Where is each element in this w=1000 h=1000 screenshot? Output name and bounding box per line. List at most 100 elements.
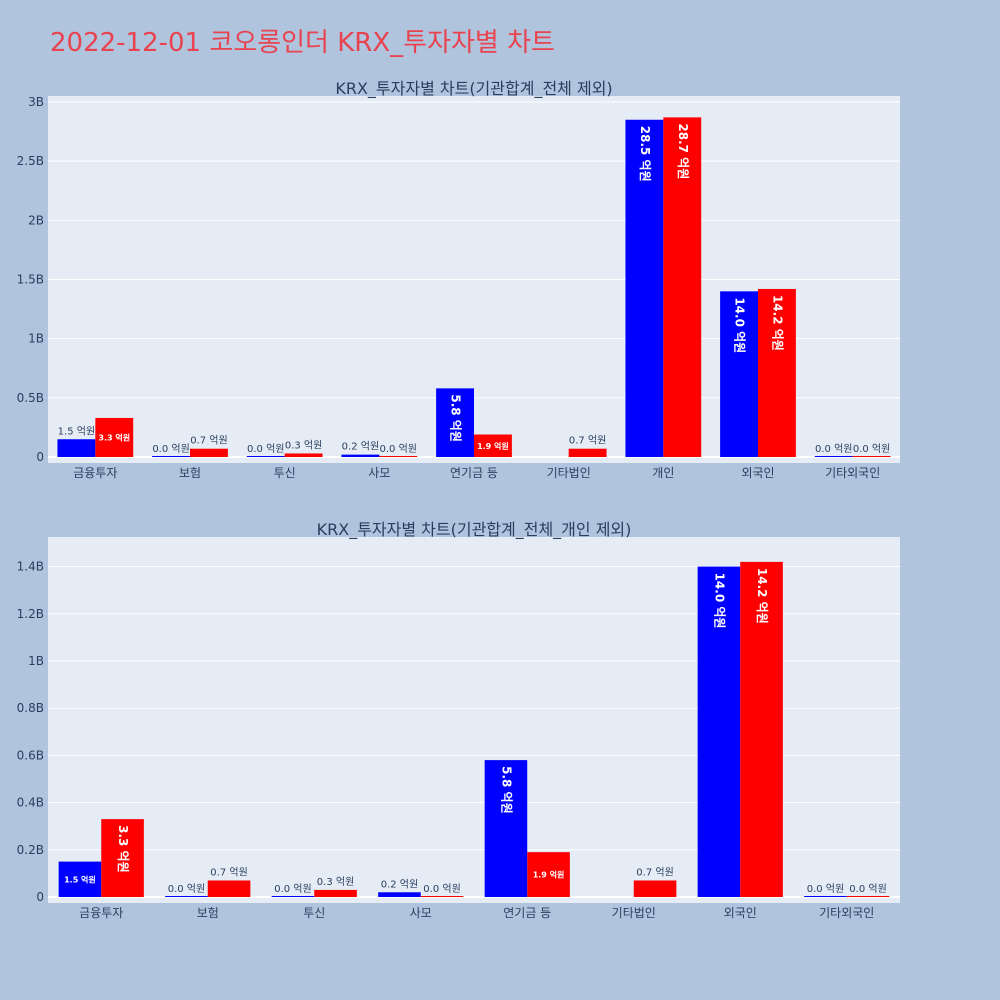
data-label: 14.2 억원 bbox=[755, 568, 769, 624]
bar bbox=[152, 456, 190, 457]
bar bbox=[420, 896, 464, 897]
chart-title: KRX_투자자별 차트(기관합계_전체 제외) bbox=[335, 79, 612, 99]
bar bbox=[207, 880, 251, 897]
y-tick-label: 3B bbox=[28, 95, 44, 109]
y-tick-label: 0.6B bbox=[17, 748, 44, 762]
bar bbox=[527, 852, 570, 897]
bar bbox=[95, 417, 134, 457]
bar bbox=[379, 456, 418, 457]
data-label: 0.7 억원 bbox=[636, 866, 673, 878]
bar bbox=[846, 896, 890, 897]
bar bbox=[484, 760, 528, 897]
y-tick-label: 1.5B bbox=[17, 273, 44, 287]
bar bbox=[165, 896, 208, 897]
data-label: 0.7 억원 bbox=[190, 435, 227, 447]
data-label: 0.0 억원 bbox=[423, 883, 460, 895]
bar bbox=[474, 434, 512, 457]
bar bbox=[57, 439, 96, 457]
data-label: 5.8 억원 bbox=[499, 766, 513, 814]
page-title: 2022-12-01 코오롱인더 KRX_투자자별 차트 bbox=[50, 28, 555, 58]
data-label: 1.5 억원 bbox=[58, 425, 95, 437]
y-tick-label: 1B bbox=[28, 654, 44, 668]
y-tick-label: 1B bbox=[28, 332, 44, 346]
bar bbox=[804, 896, 847, 897]
data-label: 0.0 억원 bbox=[815, 443, 852, 455]
data-label: 0.7 억원 bbox=[210, 866, 247, 878]
bar bbox=[436, 388, 474, 457]
data-label: 28.5 억원 bbox=[638, 126, 652, 182]
data-label: 0.2 억원 bbox=[342, 441, 379, 453]
y-tick-label: 0 bbox=[36, 450, 44, 464]
x-tick-label: 개인 bbox=[652, 466, 674, 480]
bar bbox=[284, 453, 323, 457]
y-tick-label: 2B bbox=[28, 213, 44, 227]
bar bbox=[271, 896, 315, 897]
x-tick-label: 기타법인 bbox=[612, 906, 656, 920]
data-label: 1.5 억원 bbox=[64, 874, 96, 884]
bar bbox=[101, 819, 144, 897]
x-tick-label: 보험 bbox=[197, 906, 219, 920]
bar bbox=[852, 456, 891, 457]
bar bbox=[697, 566, 741, 897]
data-label: 0.0 억원 bbox=[152, 443, 189, 455]
x-tick-label: 투신 bbox=[303, 906, 325, 920]
bar bbox=[190, 448, 228, 457]
x-tick-label: 기타외국인 bbox=[825, 466, 880, 480]
data-label: 0.7 억원 bbox=[569, 435, 606, 447]
bar bbox=[720, 291, 758, 457]
bar bbox=[246, 456, 285, 457]
data-label: 0.0 억원 bbox=[853, 443, 890, 455]
data-label: 0.0 억원 bbox=[168, 883, 205, 895]
bar bbox=[758, 288, 796, 457]
bar bbox=[314, 889, 357, 897]
chart-2: 0 0.2B 0.4B 0.6B 0.8B 1B 1.2B 1.4B KRX_투자자별 차트(기… bbox=[17, 520, 900, 920]
data-label: 3.3 억원 bbox=[116, 825, 130, 873]
bar bbox=[625, 119, 664, 457]
data-label: 0.2 억원 bbox=[381, 878, 418, 890]
y-tick-label: 0 bbox=[36, 890, 44, 904]
data-label: 0.0 억원 bbox=[380, 443, 417, 455]
data-label: 0.3 억원 bbox=[317, 876, 354, 888]
bar bbox=[568, 448, 607, 457]
x-tick-label: 사모 bbox=[410, 906, 432, 920]
data-label: 0.0 억원 bbox=[849, 883, 886, 895]
bar bbox=[633, 880, 677, 897]
data-label: 1.9 억원 bbox=[533, 870, 565, 880]
x-tick-label: 연기금 등 bbox=[450, 466, 498, 480]
x-tick-label: 사모 bbox=[368, 466, 390, 480]
data-label: 0.0 억원 bbox=[807, 883, 844, 895]
data-label: 0.3 억원 bbox=[285, 439, 322, 451]
data-label: 3.3 억원 bbox=[98, 432, 130, 442]
bar bbox=[814, 456, 853, 457]
y-tick-label: 2.5B bbox=[17, 154, 44, 168]
x-tick-label: 기타법인 bbox=[547, 466, 591, 480]
x-tick-label: 외국인 bbox=[724, 906, 757, 920]
bar bbox=[58, 861, 102, 897]
data-label: 5.8 억원 bbox=[449, 394, 463, 442]
x-tick-label: 금융투자 bbox=[73, 466, 117, 480]
data-label: 14.0 억원 bbox=[733, 297, 747, 353]
data-label: 14.2 억원 bbox=[770, 295, 784, 351]
bar bbox=[378, 892, 421, 897]
data-label: 28.7 억원 bbox=[676, 123, 690, 179]
x-tick-label: 보험 bbox=[179, 466, 201, 480]
y-tick-label: 1.4B bbox=[17, 560, 44, 574]
data-label: 0.0 억원 bbox=[274, 883, 311, 895]
bar bbox=[740, 561, 783, 897]
x-tick-label: 외국인 bbox=[741, 466, 774, 480]
x-tick-label: 투신 bbox=[274, 466, 296, 480]
y-tick-label: 0.8B bbox=[17, 701, 44, 715]
data-label: 14.0 억원 bbox=[712, 573, 726, 629]
y-tick-label: 0.2B bbox=[17, 843, 44, 857]
y-tick-label: 1.2B bbox=[17, 607, 44, 621]
y-tick-label: 0.4B bbox=[17, 796, 44, 810]
x-tick-label: 금융투자 bbox=[79, 906, 123, 920]
data-label: 0.0 억원 bbox=[247, 443, 284, 455]
bar bbox=[341, 454, 380, 457]
x-tick-label: 기타외국인 bbox=[819, 906, 874, 920]
data-label: 1.9 억원 bbox=[477, 441, 509, 451]
chart-title: KRX_투자자별 차트(기관합계_전체_개인 제외) bbox=[317, 520, 632, 540]
bar bbox=[663, 117, 702, 457]
chart-1: 0 0.5B 1B 1.5B 2B 2.5B 3B KRX_투자자별 차트(기관합계_전체 제… bbox=[17, 79, 900, 480]
